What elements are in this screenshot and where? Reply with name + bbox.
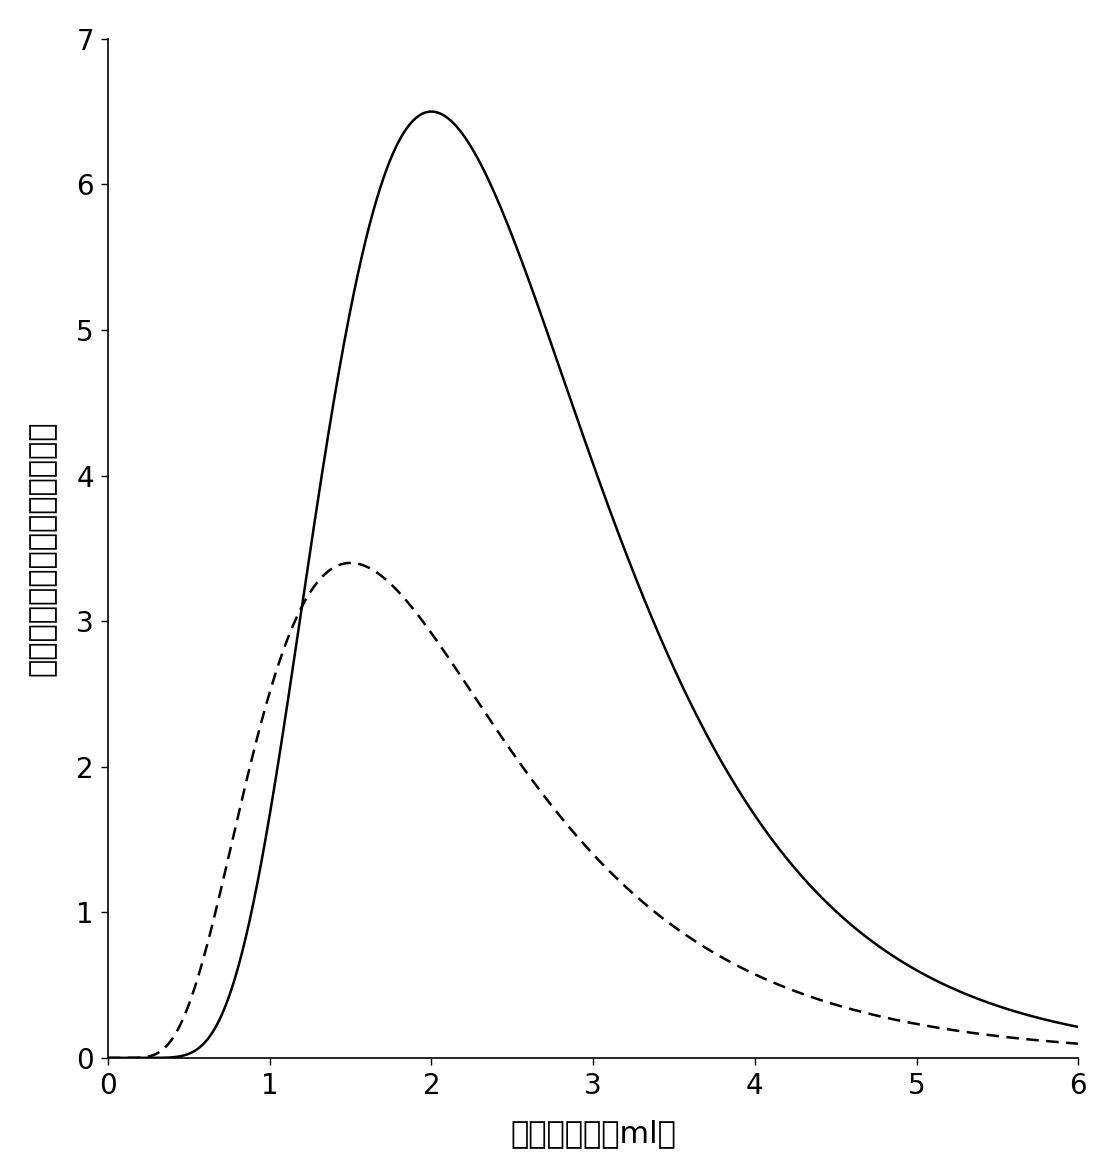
Y-axis label: 洗脱剂中所含洗脱物的相对浓度: 洗脱剂中所含洗脱物的相对浓度 bbox=[28, 421, 57, 676]
X-axis label: 洗脱剂体积（ml）: 洗脱剂体积（ml） bbox=[511, 1120, 676, 1148]
